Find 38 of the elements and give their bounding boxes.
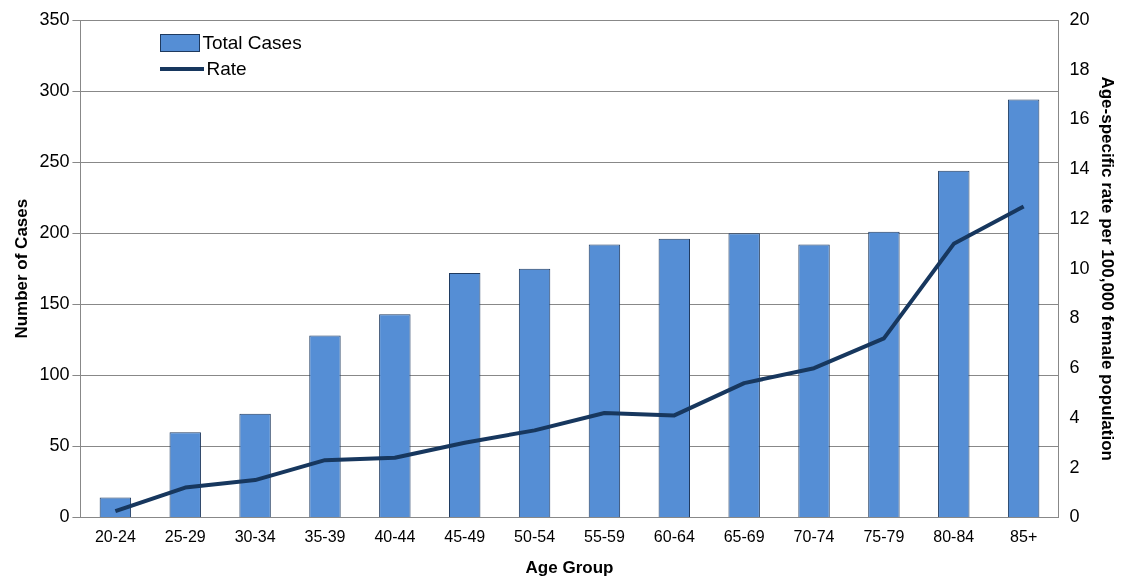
y-tick-label: 250 <box>39 151 70 172</box>
x-axis-title: Age Group <box>525 558 614 578</box>
x-tick-label: 55-59 <box>583 528 625 546</box>
y2-tick-label: 10 <box>1069 257 1090 278</box>
y-tick-label: 50 <box>49 435 70 456</box>
x-tick-label: 80-84 <box>933 528 975 546</box>
y2-tick-label: 4 <box>1069 406 1080 427</box>
x-tick-label: 75-79 <box>863 528 905 546</box>
y2-tick-label: 12 <box>1069 207 1090 228</box>
x-tick-label: 50-54 <box>514 528 556 546</box>
y2-tick-label: 20 <box>1069 8 1090 29</box>
x-tick-label: 85+ <box>1010 528 1038 546</box>
legend-label: Total Cases <box>202 32 302 54</box>
x-tick-label: 70-74 <box>793 528 835 546</box>
x-tick-label: 25-29 <box>164 528 206 546</box>
x-tick-label: 35-39 <box>304 528 346 546</box>
y-tick-label: 100 <box>39 364 70 385</box>
legend-label: Rate <box>206 58 247 80</box>
y-tick-label: 0 <box>59 506 70 527</box>
x-tick-label: 65-69 <box>723 528 765 546</box>
y-tick-label: 300 <box>39 80 70 101</box>
x-tick-label: 30-34 <box>234 528 276 546</box>
y-tick-label: 200 <box>39 222 70 243</box>
y-tick-label: 350 <box>39 8 70 29</box>
x-tick-label: 40-44 <box>374 528 416 546</box>
y2-tick-label: 0 <box>1069 506 1080 527</box>
y2-tick-label: 2 <box>1069 456 1080 477</box>
y2-tick-label: 6 <box>1069 357 1080 378</box>
x-tick-label: 20-24 <box>94 528 136 546</box>
x-tick-label: 45-49 <box>444 528 486 546</box>
y2-tick-label: 8 <box>1069 307 1080 328</box>
y2-tick-label: 18 <box>1069 58 1090 79</box>
y-tick-label: 150 <box>39 293 70 314</box>
y-axis-title: Number of Cases <box>11 198 31 339</box>
y2-tick-label: 16 <box>1069 108 1090 129</box>
x-tick-label: 60-64 <box>653 528 695 546</box>
y2-tick-label: 14 <box>1069 158 1090 179</box>
y2-axis-title: Age-specific rate per 100,000 female population <box>1098 76 1118 461</box>
